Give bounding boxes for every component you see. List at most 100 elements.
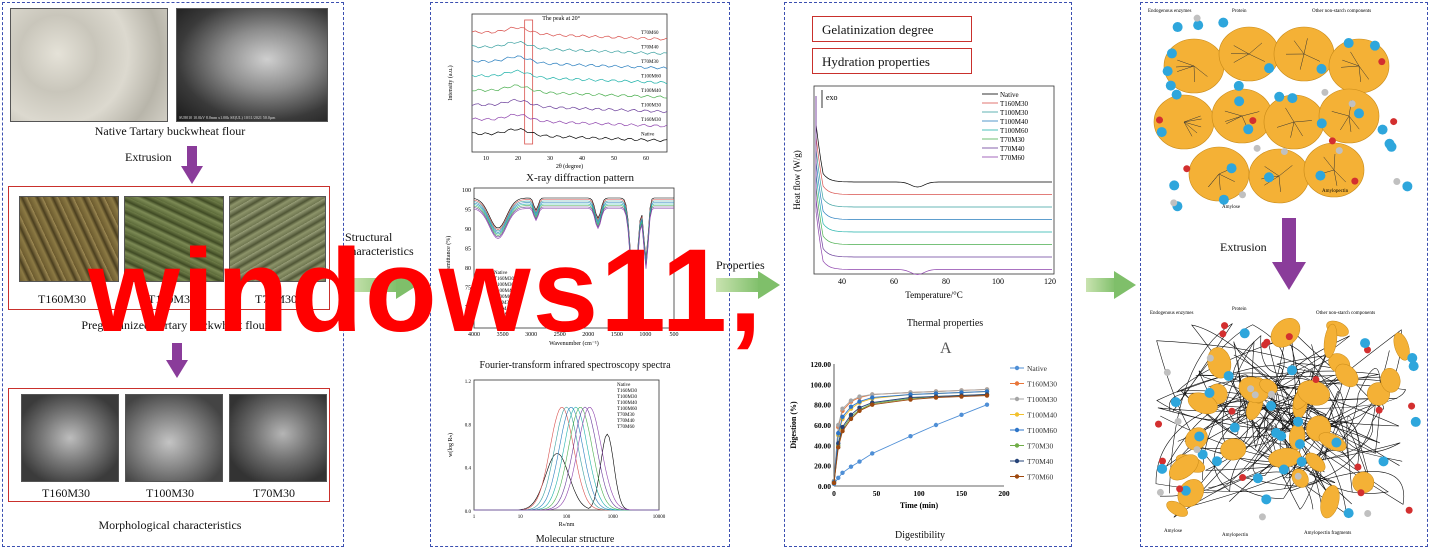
protein-dot-top: [1369, 40, 1380, 51]
mol-legend-Native: Native: [617, 383, 631, 388]
enzyme-dot-bot: [1228, 407, 1236, 415]
dig-legend-T70M30: T70M30: [1027, 442, 1054, 451]
pregel-caption: Pregelatinized Tartary buckwheat flour: [81, 318, 269, 332]
ftir-xtick-3000: 3000: [525, 332, 537, 338]
amylose-chain-bot: [1156, 340, 1349, 499]
mol-legend-T70M40: T70M40: [617, 419, 635, 424]
dig-point-Native-30: [857, 459, 862, 464]
non-starch-dot-top: [1238, 191, 1246, 199]
down-arrow-1: [181, 166, 203, 184]
enzyme-dot-top: [1390, 118, 1398, 126]
dig-point-T100M60-20: [848, 404, 854, 409]
amylopectin-branch-top: [1276, 121, 1295, 128]
dig-ytick-100.00: 100.00: [810, 380, 831, 389]
amylopectin-branch-top: [1193, 65, 1195, 82]
dig-xtick-50: 50: [873, 489, 881, 498]
ftir-legend-T100M60: T100M60: [494, 295, 515, 300]
protein-dot-top: [1316, 118, 1327, 129]
hyd-label: Hydration properties: [822, 54, 930, 69]
dig-point-T100M30-30: [857, 394, 862, 399]
xrd-series-label-T70M60: T70M60: [641, 31, 659, 36]
protein-dot-top: [1218, 194, 1229, 205]
amylopectin-branch-top: [1225, 115, 1243, 122]
bottom-label-4: Amylopectin: [1222, 533, 1249, 538]
mol-ytick-1.2: 1.2: [465, 380, 472, 385]
protein-dot-bot: [1180, 485, 1191, 496]
enzyme-dot-bot: [1219, 330, 1227, 338]
dig-xtick-150: 150: [956, 489, 968, 498]
ftir-line-T100M40: [473, 202, 674, 293]
amylose-chain-bot: [1270, 370, 1401, 480]
ftir-legend-T70M30: T70M30: [494, 301, 512, 306]
amylopectin-branch-top: [1333, 169, 1347, 183]
non-starch-dot-bot: [1247, 385, 1255, 393]
amylopectin-fragment-bot: [1352, 471, 1375, 494]
amylopectin-branch-top: [1183, 121, 1193, 137]
mol-chart: 1.2 0.8 0.4 0.01 10 100 1000 10000 Rₕ/nm w(log Rₕ…: [447, 379, 666, 528]
pregel-box: [8, 186, 330, 310]
enzyme-dot-bot: [1357, 489, 1365, 497]
panel-structure: [430, 2, 730, 547]
dig-xlabel: Time (min): [900, 501, 939, 510]
mol-frame: [473, 379, 660, 511]
dsc-legend-T70M30: T70M30: [1000, 136, 1025, 144]
dig-point-T70M60-150: [959, 394, 964, 399]
non-starch-dot-bot: [1206, 354, 1214, 362]
protein-dot-top: [1172, 22, 1183, 33]
amylopectin-branch-top: [1342, 59, 1360, 67]
dig-point-T70M60-10: [840, 428, 845, 434]
non-starch-dot-top: [1393, 177, 1401, 185]
sample-label-t100m30-a: T100M30: [148, 292, 196, 306]
non-starch-dot-top: [1335, 147, 1343, 155]
enzyme-dot-bot: [1285, 333, 1293, 341]
protein-dot-bot: [1204, 387, 1215, 398]
dig-legend-marker-T70M60: [1014, 474, 1020, 479]
amylopectin-fragment-bot: [1220, 438, 1247, 461]
sample-label-t160m30-a: T160M30: [38, 292, 86, 306]
protein-dot-top: [1234, 96, 1245, 107]
ftir-frame: [473, 187, 675, 329]
amylopectin-branch-top: [1241, 111, 1260, 117]
top-label-0: Endogenous enzymes: [1148, 9, 1192, 14]
protein-dot-top: [1264, 63, 1275, 74]
amylopectin-branch-top: [1183, 115, 1201, 123]
dig-point-T70M40-10: [840, 424, 845, 430]
extrusion-label-1: Extrusion: [125, 150, 172, 164]
hyd-box: [812, 48, 972, 74]
h-arrow-2-head: [758, 271, 780, 299]
xrd-xtick-30: 30: [547, 156, 553, 162]
amylopectin-fragment-bot: [1168, 454, 1199, 481]
xrd-caption: X-ray diffraction pattern: [526, 172, 634, 184]
amylopectin-fragment-bot: [1305, 452, 1326, 472]
amylopectin-branch-top: [1278, 165, 1293, 177]
protein-dot-bot: [1407, 352, 1418, 363]
photo-native-flour: [10, 8, 168, 122]
amylopectin-branch-top: [1248, 42, 1263, 55]
protein-dot-bot: [1223, 370, 1234, 381]
xrd-ylabel: Intensity (a.u.): [447, 65, 454, 100]
dsc-caption: Thermal properties: [906, 318, 984, 329]
dig-point-T70M60-120: [933, 395, 939, 400]
protein-dot-bot: [1296, 456, 1307, 467]
enzyme-dot-top: [1249, 117, 1257, 125]
dig-point-T100M60-150: [959, 390, 964, 395]
ftir-line-T70M60: [473, 208, 674, 299]
mol-ytick-0.8: 0.8: [465, 423, 472, 428]
non-starch-dot-top: [1280, 148, 1288, 156]
protein-dot-bot: [1378, 456, 1389, 467]
protein-dot-top: [1226, 163, 1237, 174]
native-caption: Native Tartary buckwheat flour: [94, 124, 246, 138]
dsc-line-T160M30: [815, 96, 1052, 195]
ftir-xtick-500: 500: [670, 332, 679, 338]
dsc-line-T100M60: [815, 96, 1052, 233]
watermark-text: windows11,: [88, 225, 764, 357]
amylose-chain-bot: [1205, 354, 1380, 471]
ftir-ytick-100: 100: [462, 188, 471, 194]
dig-xtick-200: 200: [998, 489, 1010, 498]
amylopectin-branch-top: [1331, 111, 1350, 117]
dsc-legend-T100M30: T100M30: [1000, 109, 1029, 117]
non-starch-dot-top: [1253, 144, 1261, 152]
amylopectin-fragment-bot: [1270, 318, 1301, 348]
ftir-xlabel: Wavenumber (cm⁻¹): [549, 340, 599, 347]
amylopectin-branch-top: [1224, 110, 1243, 117]
